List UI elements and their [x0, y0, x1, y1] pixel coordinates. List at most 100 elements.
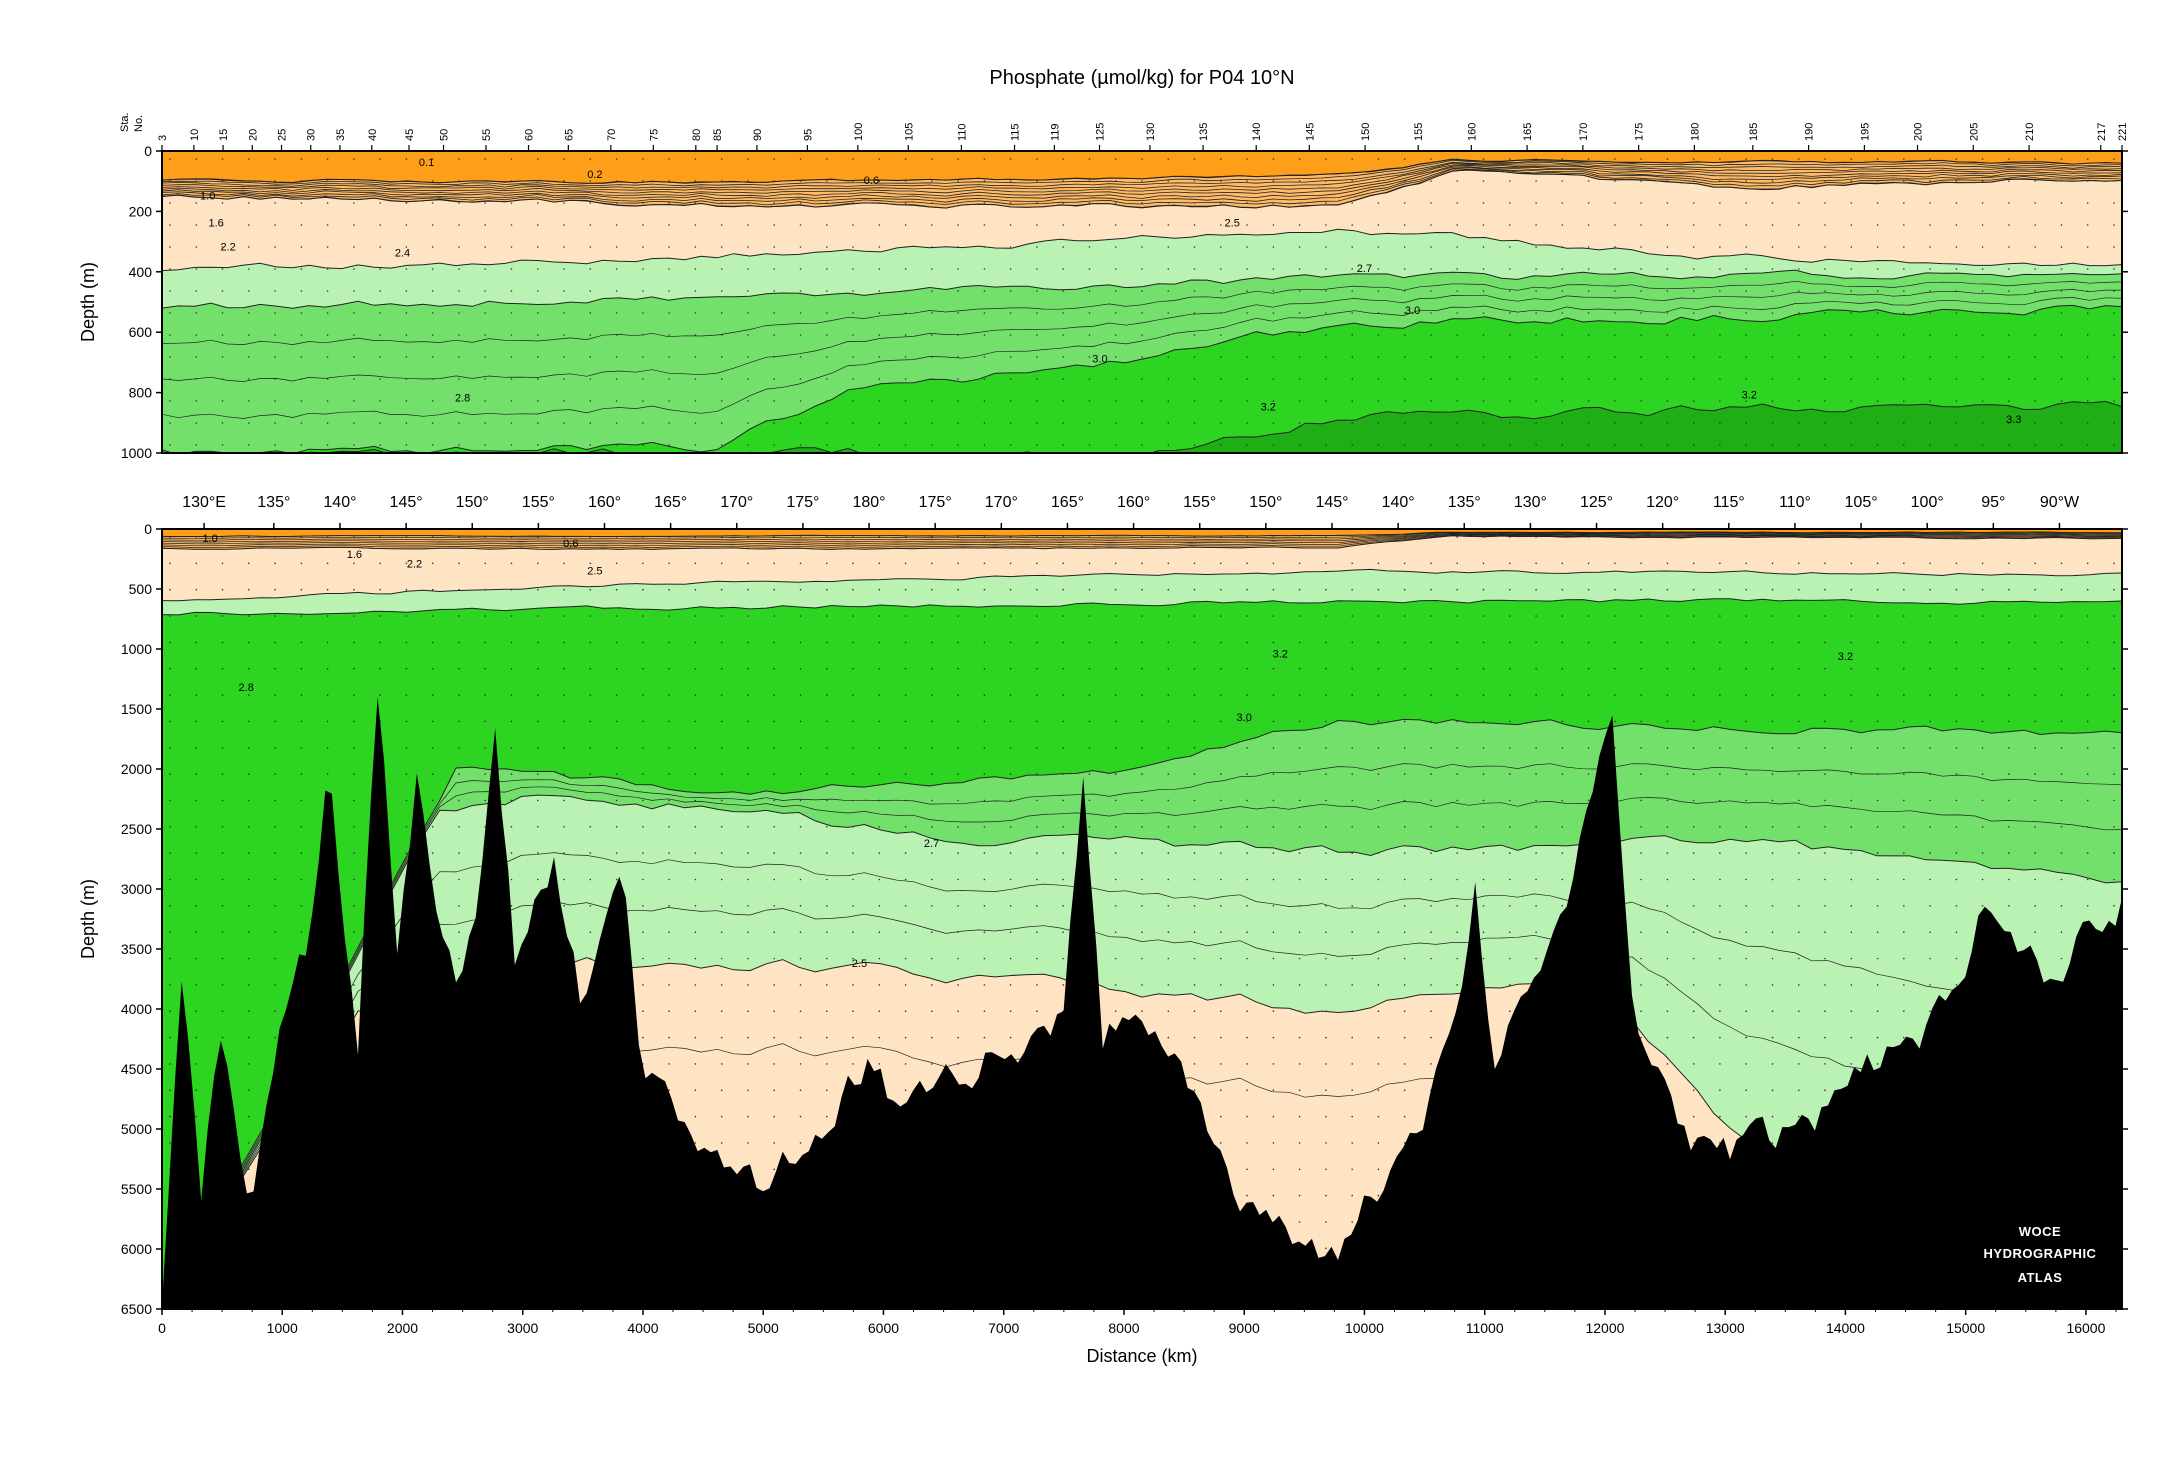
sample-dot: [2008, 694, 2010, 696]
sample-dot: [195, 444, 198, 446]
sample-dot: [2034, 268, 2036, 270]
sample-dot: [221, 720, 224, 723]
sample-dot: [1377, 562, 1380, 565]
sample-dot: [1220, 615, 1222, 617]
sample-dot: [2060, 720, 2063, 723]
sample-dot: [510, 536, 513, 538]
sample-dot: [1114, 400, 1117, 402]
sample-dot: [1403, 312, 1406, 314]
sample-dot: [1298, 1115, 1301, 1118]
sample-dot: [1561, 720, 1564, 723]
sample-dot: [1955, 444, 1958, 446]
sample-dot: [274, 957, 276, 960]
sample-dot: [1377, 1036, 1380, 1039]
sample-dot: [169, 422, 171, 424]
sample-dot: [1403, 799, 1406, 802]
sample-dot: [1745, 799, 1747, 802]
sample-dot: [1325, 1063, 1327, 1065]
sample-dot: [353, 852, 355, 854]
sample-dot: [431, 378, 434, 380]
sample-dot: [668, 290, 670, 292]
sample-dot: [221, 444, 224, 446]
sample-dot: [878, 852, 881, 854]
sample-dot: [642, 246, 644, 248]
sample-dot: [904, 588, 907, 591]
longitude-label: 145°: [1315, 494, 1348, 511]
sample-dot: [1036, 444, 1038, 446]
sample-dot: [2086, 158, 2089, 160]
sample-dot: [799, 826, 802, 828]
sample-dot: [2060, 799, 2063, 802]
sample-dot: [1798, 312, 1800, 314]
sample-dot: [852, 852, 854, 854]
sample-dot: [773, 852, 775, 854]
contour-label: 0.1: [419, 157, 434, 169]
depth-tick-label: 500: [129, 581, 153, 597]
sample-dot: [1640, 1036, 1642, 1039]
sample-dot: [878, 224, 881, 226]
sample-dot: [694, 694, 697, 696]
sample-dot: [1850, 615, 1853, 617]
sample-dot: [1771, 224, 1774, 226]
sample-dot: [300, 799, 303, 802]
sample-dot: [694, 799, 697, 802]
svg-text:ATLAS: ATLAS: [2018, 1270, 2063, 1285]
sample-dot: [563, 773, 565, 775]
sample-dot: [1535, 588, 1537, 591]
depth-tick-label: 0: [144, 143, 152, 159]
sample-dot: [379, 224, 382, 226]
sample-dot: [1430, 180, 1432, 182]
sample-dot: [326, 378, 329, 380]
sample-dot: [1009, 562, 1012, 565]
sample-dot: [931, 905, 933, 907]
sample-dot: [510, 202, 513, 204]
sample-dot: [300, 905, 303, 907]
sample-dot: [773, 1036, 775, 1039]
sample-dot: [1482, 422, 1485, 424]
sample-dot: [248, 1063, 250, 1065]
sample-dot: [720, 694, 723, 696]
sample-dot: [2060, 667, 2063, 670]
sample-dot: [773, 773, 775, 775]
sample-dot: [1351, 957, 1353, 960]
sample-dot: [1167, 747, 1170, 749]
distance-tick-label: 13000: [1706, 1320, 1745, 1336]
sample-dot: [379, 356, 382, 358]
sample-dot: [1666, 588, 1669, 591]
station-label: 100: [853, 123, 865, 141]
sample-dot: [773, 378, 775, 380]
sample-dot: [1850, 400, 1853, 402]
sample-dot: [957, 905, 959, 907]
sample-dot: [458, 667, 460, 670]
sample-dot: [353, 268, 355, 270]
sample-dot: [458, 641, 460, 644]
sample-dot: [1719, 1089, 1721, 1091]
sample-dot: [1850, 720, 1853, 723]
sample-dot: [431, 826, 434, 828]
sample-dot: [2008, 747, 2010, 749]
sample-dot: [169, 400, 171, 402]
sample-dot: [195, 158, 198, 160]
contour-line: [162, 568, 2122, 602]
sample-dot: [1692, 852, 1695, 854]
sample-dot: [826, 224, 828, 226]
sample-dot: [799, 536, 802, 538]
sample-dot: [1377, 1063, 1380, 1065]
sample-dot: [1298, 931, 1301, 933]
sample-dot: [1692, 268, 1695, 270]
sample-dot: [326, 536, 329, 538]
sample-dot: [1167, 984, 1170, 986]
sample-dot: [195, 773, 198, 775]
contour-line: [162, 169, 2122, 209]
sample-dot: [983, 826, 986, 828]
sample-dot: [1929, 444, 1931, 446]
sample-dot: [694, 202, 697, 204]
sample-dot: [1141, 615, 1143, 617]
sample-dot: [799, 1010, 802, 1012]
sample-dot: [1876, 905, 1879, 907]
sample-dot: [1666, 852, 1669, 854]
sample-dot: [1798, 290, 1800, 292]
sample-dot: [1666, 984, 1669, 986]
sample-dot: [1377, 422, 1380, 424]
sample-dot: [484, 224, 487, 226]
